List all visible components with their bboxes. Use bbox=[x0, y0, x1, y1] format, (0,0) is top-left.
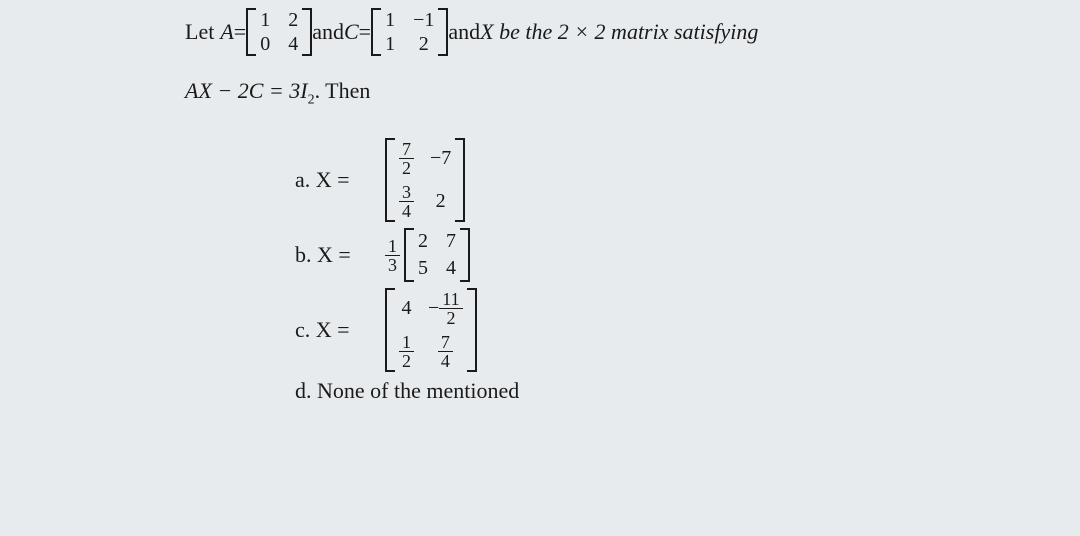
var-A: A bbox=[220, 21, 233, 43]
C-r2c2: 2 bbox=[419, 34, 429, 54]
answer-a-label: a. X = bbox=[295, 167, 385, 193]
answer-b-label: b. X = bbox=[295, 242, 385, 268]
a-r2c2: 2 bbox=[436, 190, 446, 213]
answer-c-matrix: 4 − 112 12 74 bbox=[385, 288, 477, 372]
C-r2c1: 1 bbox=[385, 34, 395, 54]
c-r1c2: − 112 bbox=[428, 290, 463, 327]
question-line-1: Let A = 1 2 0 4 and C = 1 −1 1 2 bbox=[185, 8, 1055, 56]
c-r2c2: 74 bbox=[438, 333, 453, 370]
eqn-then: . Then bbox=[315, 78, 371, 103]
A-r1c1: 1 bbox=[260, 10, 270, 30]
answers-block: a. X = 72 −7 34 2 b. X = bbox=[295, 138, 1055, 404]
matrix-C: 1 −1 1 2 bbox=[371, 8, 448, 56]
equals-2: = bbox=[359, 21, 371, 43]
text-and-2: and bbox=[448, 21, 480, 43]
b-r1c2: 7 bbox=[446, 230, 456, 253]
b-r2c1: 5 bbox=[418, 257, 428, 280]
a-r1c2: −7 bbox=[430, 147, 451, 170]
eqn-sub: 2 bbox=[308, 92, 315, 107]
b-r1c1: 2 bbox=[418, 230, 428, 253]
b-scalar: 1 3 bbox=[385, 237, 400, 274]
answer-c-label: c. X = bbox=[295, 317, 385, 343]
answer-a-matrix: 72 −7 34 2 bbox=[385, 138, 465, 222]
c-r1c1: 4 bbox=[402, 297, 412, 320]
answer-d-label: d. None of the mentioned bbox=[295, 378, 519, 404]
a-r1c1: 72 bbox=[399, 140, 414, 177]
question-line-2: AX − 2C = 3I2. Then bbox=[185, 78, 1055, 108]
text-let: Let bbox=[185, 21, 214, 43]
answer-c: c. X = 4 − 112 12 74 bbox=[295, 288, 1055, 372]
text-tail: X be the 2 × 2 matrix satisfying bbox=[480, 21, 758, 43]
text-and-1: and bbox=[312, 21, 344, 43]
equals-1: = bbox=[234, 21, 246, 43]
answer-b-matrix: 2 7 5 4 bbox=[404, 228, 470, 282]
question-block: Let A = 1 2 0 4 and C = 1 −1 1 2 bbox=[185, 8, 1055, 410]
answer-b: b. X = 1 3 2 7 5 4 bbox=[295, 228, 1055, 282]
answer-b-rhs: 1 3 2 7 5 4 bbox=[385, 228, 470, 282]
b-r2c2: 4 bbox=[446, 257, 456, 280]
answer-d: d. None of the mentioned bbox=[295, 378, 1055, 404]
A-r2c1: 0 bbox=[260, 34, 270, 54]
answer-a: a. X = 72 −7 34 2 bbox=[295, 138, 1055, 222]
C-r1c2: −1 bbox=[413, 10, 434, 30]
c-r2c1: 12 bbox=[399, 333, 414, 370]
C-r1c1: 1 bbox=[385, 10, 395, 30]
A-r1c2: 2 bbox=[288, 10, 298, 30]
matrix-A: 1 2 0 4 bbox=[246, 8, 312, 56]
eqn-text: AX − 2C = 3I bbox=[185, 78, 308, 103]
var-C: C bbox=[344, 21, 359, 43]
a-r2c1: 34 bbox=[399, 183, 414, 220]
A-r2c2: 4 bbox=[288, 34, 298, 54]
